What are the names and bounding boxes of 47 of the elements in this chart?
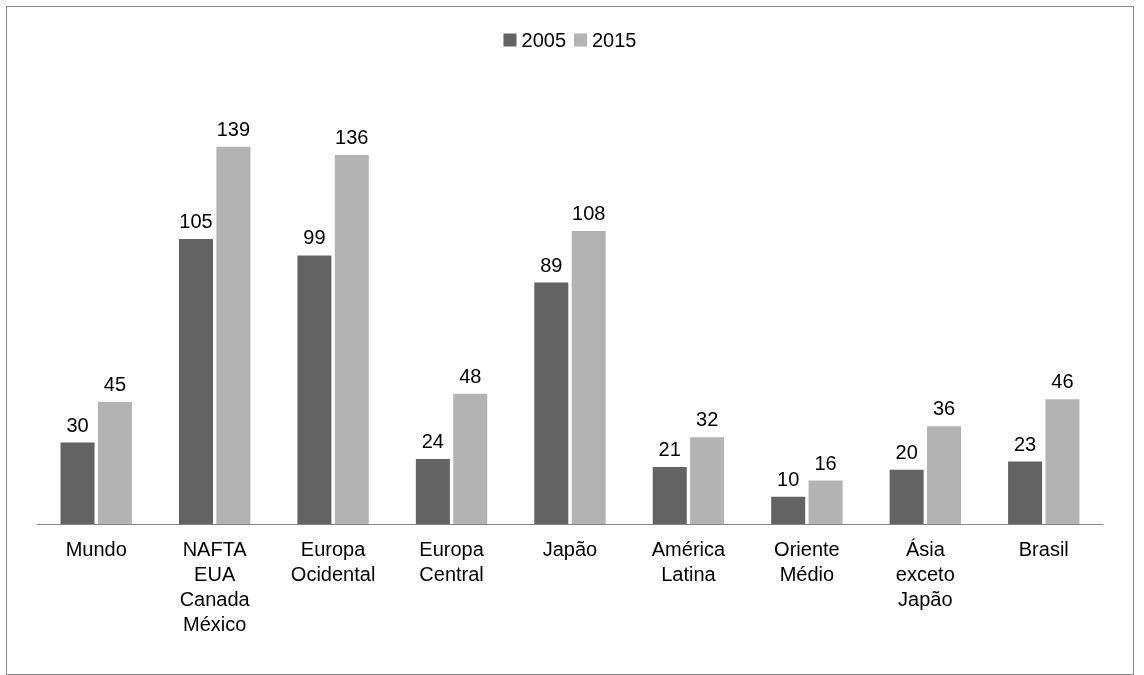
data-label: 23 bbox=[1013, 432, 1037, 455]
bar bbox=[1045, 399, 1080, 524]
x-tick-label: Europa Ocidental bbox=[290, 537, 376, 585]
bar bbox=[216, 146, 251, 524]
data-label: 21 bbox=[658, 438, 681, 461]
bar bbox=[771, 496, 806, 524]
bar bbox=[97, 401, 132, 524]
data-label: 24 bbox=[421, 429, 444, 452]
x-tick-label: Japão bbox=[542, 537, 598, 560]
x-tick-label: Europa Central bbox=[419, 537, 485, 585]
data-label: 136 bbox=[335, 125, 369, 148]
bar bbox=[178, 239, 213, 524]
data-label: 20 bbox=[895, 440, 918, 463]
x-tick-label: América Latina bbox=[651, 537, 726, 585]
x-tick-label: Oriente Médio bbox=[774, 537, 840, 585]
data-label: 45 bbox=[103, 372, 127, 395]
bar bbox=[334, 154, 369, 524]
data-label: 32 bbox=[696, 408, 719, 431]
bar bbox=[808, 480, 843, 524]
bar bbox=[571, 230, 606, 524]
data-label: 139 bbox=[216, 117, 251, 140]
data-label: 89 bbox=[540, 253, 563, 276]
legend-label: 2015 bbox=[592, 29, 637, 51]
bar bbox=[652, 467, 687, 524]
x-tick-label: Ásia exceto Japão bbox=[895, 537, 955, 610]
x-tick-label: Mundo bbox=[65, 537, 127, 560]
x-tick-label: Brasil bbox=[1018, 537, 1069, 560]
data-label: 48 bbox=[459, 364, 482, 387]
data-label: 105 bbox=[179, 210, 213, 233]
bar bbox=[453, 393, 488, 524]
bar bbox=[415, 458, 450, 524]
bar bbox=[690, 437, 725, 524]
bar bbox=[927, 426, 962, 524]
data-label: 16 bbox=[814, 451, 837, 474]
x-tick-label: NAFTA EUA Canada México bbox=[179, 537, 251, 635]
data-label: 108 bbox=[572, 201, 606, 224]
data-label: 30 bbox=[66, 413, 89, 436]
bar bbox=[297, 255, 332, 524]
bar bbox=[60, 442, 95, 524]
bar bbox=[534, 282, 569, 524]
data-label: 99 bbox=[303, 226, 326, 249]
legend-label: 2005 bbox=[521, 29, 567, 51]
data-label: 10 bbox=[777, 467, 800, 490]
bar bbox=[1008, 461, 1043, 524]
data-label: 46 bbox=[1051, 370, 1074, 393]
bar bbox=[889, 469, 924, 524]
data-label: 36 bbox=[932, 397, 956, 420]
